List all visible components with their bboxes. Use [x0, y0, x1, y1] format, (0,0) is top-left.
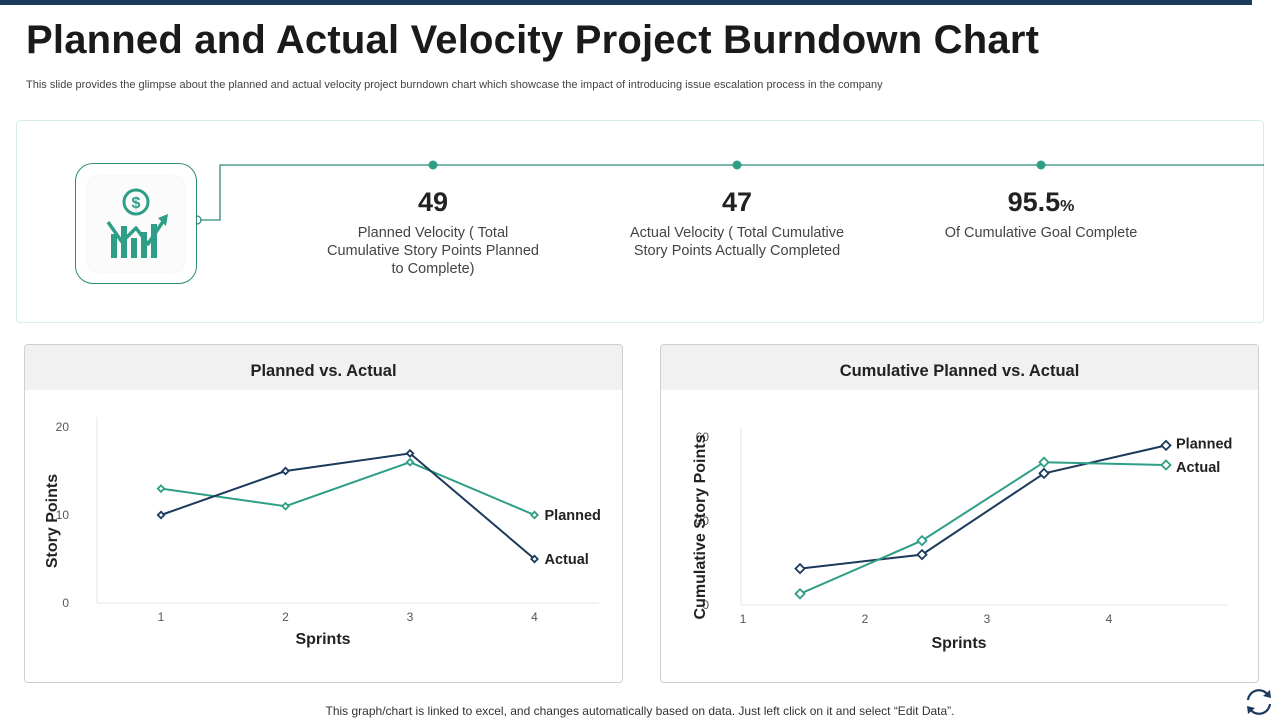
- planned-vs-actual-chart: 0 10 20 1 2 3 4 Sprints Story Points Planned Actua…: [44, 417, 601, 648]
- data-point-actual: [794, 588, 806, 600]
- x-tick-label: 3: [984, 612, 991, 626]
- data-point-planned: [156, 484, 166, 494]
- kpi-actual-velocity: 47 Actual Velocity ( Total Cumulative St…: [627, 187, 847, 260]
- series-line-planned: [799, 444, 1167, 570]
- kpi-value: 47: [721, 187, 753, 217]
- data-point-planned: [916, 548, 928, 561]
- chart-title: Cumulative Planned vs. Actual: [661, 345, 1258, 390]
- data-point-actual: [281, 466, 290, 476]
- kpi-label: Actual Velocity ( Total Cumulative Story…: [629, 225, 845, 259]
- page-subtitle: This slide provides the glimpse about th…: [26, 79, 883, 91]
- x-tick-label: 4: [531, 610, 538, 624]
- x-tick-label: 1: [740, 612, 747, 626]
- chart-card-planned-vs-actual: Planned vs. Actual 0 10 20 1 2 3 4 Sprints Story…: [24, 344, 623, 683]
- kpi-icon-box: $: [75, 163, 197, 284]
- y-tick-label: 60: [696, 430, 710, 444]
- kpi-value: 49: [417, 187, 449, 217]
- y-tick-label: 30: [696, 514, 710, 528]
- svg-text:$: $: [132, 195, 141, 212]
- kpi-label: Of Cumulative Goal Complete: [944, 225, 1138, 241]
- data-point-planned: [281, 501, 290, 511]
- kpi-label: Planned Velocity ( Total Cumulative Stor…: [327, 225, 539, 277]
- footer-note: This graph/chart is linked to excel, and…: [325, 704, 955, 718]
- top-accent-bar: [0, 0, 1252, 5]
- kpi-planned-velocity: 49 Planned Velocity ( Total Cumulative S…: [323, 187, 543, 278]
- data-point-planned: [1160, 439, 1172, 452]
- data-point-actual: [1160, 459, 1172, 471]
- data-point-actual: [1038, 456, 1050, 468]
- kpi-goal-complete: 95.5% Of Cumulative Goal Complete: [931, 187, 1151, 242]
- legend-label-planned: Planned: [545, 508, 601, 524]
- series-line-actual: [160, 452, 536, 560]
- kpi-panel: [16, 120, 1264, 323]
- legend-label-planned: Planned: [1176, 436, 1232, 452]
- refresh-icon[interactable]: [1241, 684, 1277, 720]
- kpi-dot-3: [1036, 160, 1046, 170]
- x-tick-label: 1: [158, 610, 165, 624]
- series-line-actual: [799, 461, 1167, 595]
- x-tick-label: 4: [1106, 612, 1113, 626]
- data-point-actual: [916, 534, 928, 547]
- kpi-value: 95.5%: [1007, 187, 1075, 217]
- series-line-planned: [160, 461, 535, 516]
- data-point-planned: [1038, 467, 1050, 480]
- chart-title: Planned vs. Actual: [25, 345, 622, 390]
- y-tick-label: 0: [702, 598, 709, 612]
- page-title: Planned and Actual Velocity Project Burn…: [26, 18, 1040, 62]
- legend-label-actual: Actual: [1176, 460, 1220, 476]
- data-point-actual: [156, 510, 166, 520]
- legend-label-actual: Actual: [545, 552, 589, 568]
- dollar-growth-chart-icon: $: [106, 188, 168, 258]
- x-tick-label: 2: [862, 612, 869, 626]
- data-point-planned: [405, 457, 415, 467]
- cumulative-planned-vs-actual-chart: 0 30 60 1 2 3 4 Sprints Cumulative Story Points P…: [692, 427, 1232, 652]
- y-tick-label: 0: [62, 596, 69, 610]
- data-point-actual: [530, 554, 539, 564]
- x-axis-title: Sprints: [295, 631, 350, 648]
- kpi-dot-1: [428, 160, 438, 170]
- y-axis-title: Story Points: [44, 474, 61, 568]
- data-point-actual: [405, 448, 415, 458]
- x-axis-title: Sprints: [931, 635, 986, 652]
- chart-card-cumulative: Cumulative Planned vs. Actual 0 30 60 1 2 3 4 S…: [660, 344, 1259, 683]
- y-axis-title: Cumulative Story Points: [692, 434, 709, 619]
- data-point-planned: [794, 562, 806, 575]
- data-point-planned: [530, 510, 539, 520]
- kpi-connector-line: [192, 160, 1264, 225]
- x-tick-label: 2: [282, 610, 289, 624]
- x-tick-label: 3: [407, 610, 414, 624]
- y-tick-label: 10: [56, 508, 70, 522]
- y-tick-label: 20: [56, 420, 70, 434]
- kpi-dot-2: [732, 160, 742, 170]
